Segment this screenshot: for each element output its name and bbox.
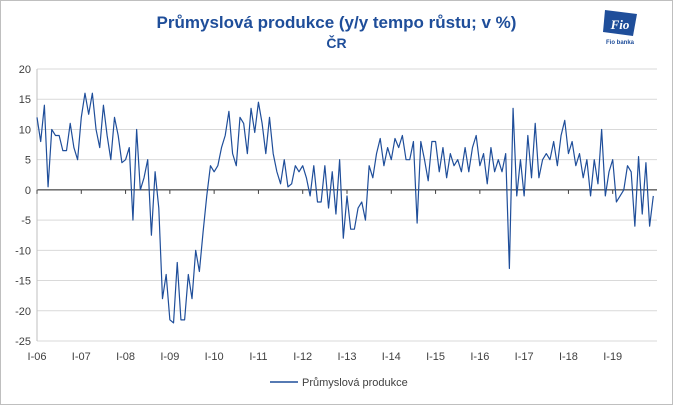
legend-label: Průmyslová produkce <box>302 377 408 389</box>
fio-banka-logo: Fio Fio banka <box>603 10 637 46</box>
x-tick-label: I-13 <box>338 351 357 363</box>
y-tick-label: 0 <box>25 185 31 197</box>
x-tick-label: I-09 <box>160 351 179 363</box>
x-tick-label: I-12 <box>293 351 312 363</box>
x-tick-label: I-10 <box>205 351 224 363</box>
y-tick-label: -10 <box>15 245 31 257</box>
y-tick-label: 20 <box>19 64 31 76</box>
series-line-0 <box>36 92 654 324</box>
y-tick-label: -15 <box>15 276 31 288</box>
x-tick-label: I-17 <box>515 351 534 363</box>
x-tick-label: I-19 <box>603 351 622 363</box>
x-tick-label: I-16 <box>470 351 489 363</box>
chart-subtitle: ČR <box>326 35 347 51</box>
x-axis-ticks: I-06 I-07 I-08 I-09 I-10 I-11 I-12 I-13 I-14 I-15… <box>28 189 622 363</box>
logo-text: Fio banka <box>606 40 635 46</box>
x-tick-label: I-18 <box>559 351 578 363</box>
y-axis-ticks: 20 15 10 5 0 -5 -10 -15 -20 -25 <box>15 64 31 348</box>
series-layer <box>36 92 654 324</box>
y-tick-label: 15 <box>19 94 31 106</box>
x-tick-label: I-07 <box>72 351 91 363</box>
x-tick-label: I-15 <box>426 351 445 363</box>
x-tick-label: I-14 <box>382 351 401 363</box>
y-tick-label: 5 <box>25 155 31 167</box>
y-tick-label: -20 <box>15 306 31 318</box>
x-tick-label: I-06 <box>28 351 47 363</box>
legend: Průmyslová produkce <box>270 377 408 389</box>
x-tick-label: I-11 <box>249 351 267 363</box>
y-tick-label: -25 <box>15 336 31 348</box>
svg-text:Fio: Fio <box>610 17 630 32</box>
chart-title: Průmyslová produkce (y/y tempo růstu; v … <box>156 13 517 32</box>
y-tick-label: -5 <box>21 215 31 227</box>
axes <box>36 69 657 341</box>
y-tick-label: 10 <box>19 124 31 136</box>
x-tick-label: I-08 <box>116 351 135 363</box>
gridlines <box>37 68 657 342</box>
